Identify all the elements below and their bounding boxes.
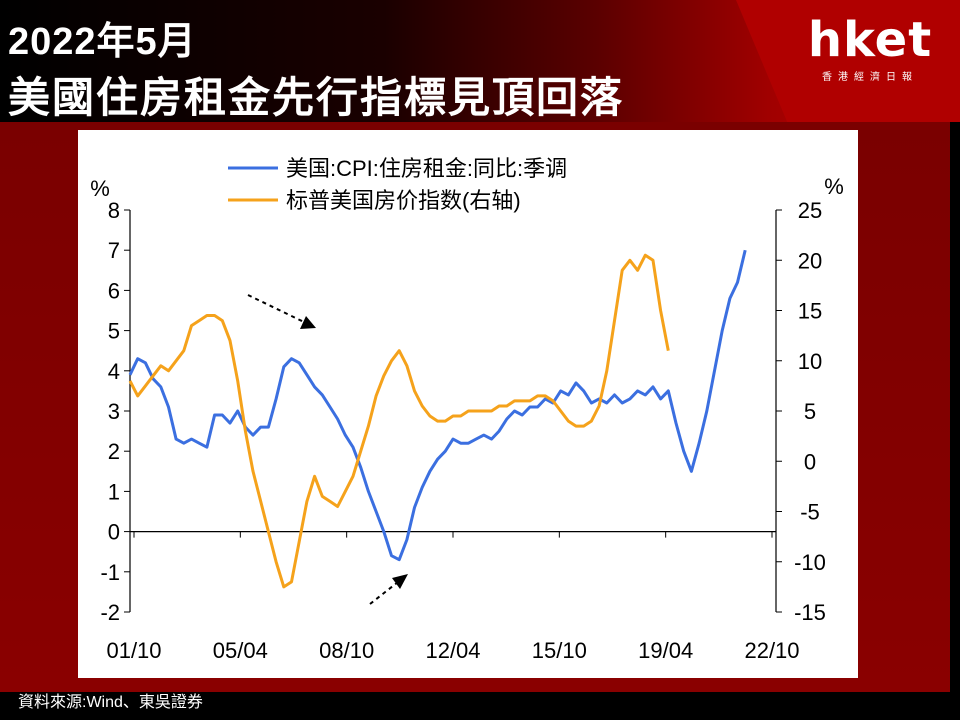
x-tick-label: 01/10 [106,638,161,663]
annotation-arrow-bottom [369,581,399,605]
left-tick-label: 1 [108,479,120,504]
left-tick-label: 6 [108,278,120,303]
left-tick-label: 0 [108,520,120,545]
left-tick-label: 8 [108,198,120,223]
left-tick-label: -1 [100,560,120,585]
left-tick-label: 4 [108,359,120,384]
left-axis-unit: % [90,176,110,201]
hpi-line [128,253,670,589]
right-tick-label: -5 [800,500,820,525]
x-tick-label: 08/10 [319,638,374,663]
page-title: 美國住房租金先行指標見頂回落 [8,74,625,121]
chart-card: 8 7 6 5 4 3 2 1 0 -1 -2 25 20 15 10 5 0 -5 -10 -15%% 01/10 05… [78,130,858,678]
arrowhead-icon [300,316,316,329]
arrowhead-icon [392,574,408,589]
annotation-arrow-top [247,294,307,324]
left-tick-label: 3 [108,399,120,424]
x-tick-label: 05/04 [213,638,268,663]
right-axis-unit: % [824,174,844,199]
right-tick-label: 5 [804,399,816,424]
left-tick-label: 5 [108,319,120,344]
right-tick-label: 0 [804,449,816,474]
left-tick-label: 7 [108,238,120,263]
right-tick-label: 10 [798,349,822,374]
logo-brand: hket [807,12,933,68]
legend-label: 标普美国房价指数(右轴) [286,188,521,213]
source-note: 資料來源:Wind、東吳證券 [18,694,203,711]
x-tick-label: 19/04 [638,638,693,663]
left-tick-label: 2 [108,439,120,464]
x-tick-label: 15/10 [532,638,587,663]
x-tick-label: 22/10 [744,638,799,663]
legend-label: 美国:CPI:住房租金:同比:季调 [286,156,567,181]
right-tick-label: 20 [798,248,822,273]
page-title-date: 2022年5月 [8,21,197,63]
right-tick-label: -15 [794,600,826,625]
right-tick-label: 15 [798,299,822,324]
hket-logo[interactable]: hket 香港經濟日報 [800,14,940,83]
cpi-rent-line [128,249,747,562]
left-tick-label: -2 [100,600,120,625]
right-tick-label: 25 [798,198,822,223]
right-tick-label: -10 [794,550,826,575]
logo-subtitle: 香港經濟日報 [822,72,918,83]
x-tick-label: 12/04 [425,638,480,663]
